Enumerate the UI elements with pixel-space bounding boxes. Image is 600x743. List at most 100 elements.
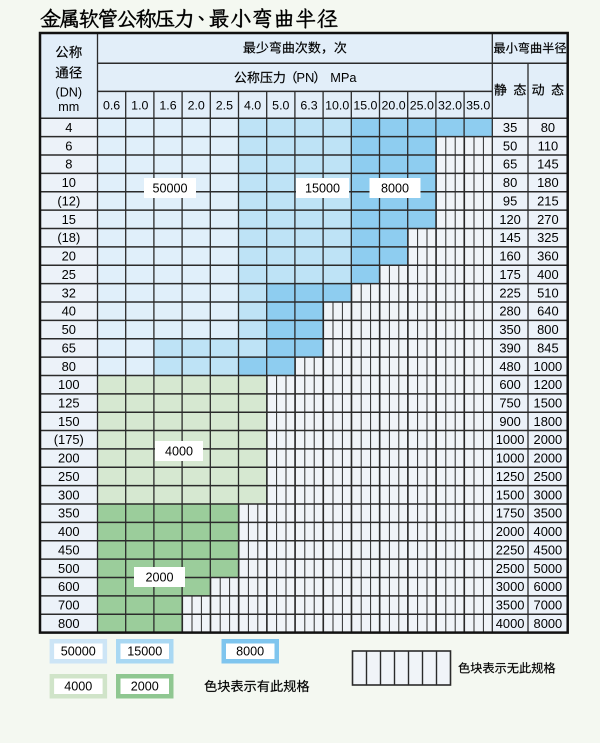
svg-text:7000: 7000 — [534, 598, 563, 613]
svg-text:35.0: 35.0 — [466, 99, 490, 113]
svg-text:175: 175 — [499, 267, 521, 282]
svg-text:480: 480 — [499, 359, 521, 374]
svg-text:32: 32 — [62, 285, 76, 300]
svg-text:160: 160 — [499, 249, 521, 264]
svg-text:MPa: MPa — [330, 70, 357, 85]
svg-text:400: 400 — [537, 267, 559, 282]
svg-text:65: 65 — [62, 340, 76, 355]
svg-text:150: 150 — [58, 414, 80, 429]
svg-text:2000: 2000 — [534, 432, 563, 447]
svg-text:900: 900 — [499, 414, 521, 429]
svg-text:8000: 8000 — [236, 645, 264, 659]
svg-text:800: 800 — [537, 322, 559, 337]
svg-text:200: 200 — [58, 451, 80, 466]
svg-text:20.0: 20.0 — [382, 99, 406, 113]
svg-text:(12): (12) — [57, 194, 80, 209]
svg-text:2500: 2500 — [496, 561, 525, 576]
svg-text:1750: 1750 — [496, 506, 525, 521]
svg-text:15000: 15000 — [305, 181, 340, 195]
svg-text:10: 10 — [62, 175, 76, 190]
svg-text:PN: PN — [296, 70, 314, 85]
svg-text:2.0: 2.0 — [188, 99, 205, 113]
svg-text:800: 800 — [58, 616, 80, 631]
svg-text:100: 100 — [58, 377, 80, 392]
svg-text:40: 40 — [62, 304, 76, 319]
svg-text:80: 80 — [503, 175, 517, 190]
svg-text:3500: 3500 — [496, 598, 525, 613]
svg-text:4500: 4500 — [534, 542, 563, 557]
svg-text:120: 120 — [499, 212, 521, 227]
svg-text:6.3: 6.3 — [300, 99, 317, 113]
svg-text:1500: 1500 — [534, 396, 563, 411]
svg-text:145: 145 — [499, 230, 521, 245]
svg-text:50: 50 — [62, 322, 76, 337]
svg-text:4000: 4000 — [165, 444, 193, 458]
svg-text:15000: 15000 — [127, 645, 162, 659]
svg-text:15: 15 — [62, 212, 76, 227]
svg-text:700: 700 — [58, 598, 80, 613]
svg-text:15.0: 15.0 — [353, 99, 377, 113]
svg-text:5000: 5000 — [534, 561, 563, 576]
svg-text:80: 80 — [62, 359, 76, 374]
svg-text:225: 225 — [499, 285, 521, 300]
svg-text:32.0: 32.0 — [438, 99, 462, 113]
svg-text:mm: mm — [58, 100, 79, 114]
svg-text:510: 510 — [537, 285, 559, 300]
svg-text:270: 270 — [537, 212, 559, 227]
svg-text:300: 300 — [58, 487, 80, 502]
svg-text:2500: 2500 — [534, 469, 563, 484]
svg-text:3500: 3500 — [534, 506, 563, 521]
svg-text:80: 80 — [541, 120, 555, 135]
svg-text:3000: 3000 — [534, 487, 563, 502]
svg-text:350: 350 — [58, 506, 80, 521]
svg-text:450: 450 — [58, 542, 80, 557]
svg-text:4000: 4000 — [64, 680, 92, 694]
svg-text:1000: 1000 — [496, 451, 525, 466]
svg-text:1200: 1200 — [534, 377, 563, 392]
svg-text:400: 400 — [58, 524, 80, 539]
svg-text:125: 125 — [58, 396, 80, 411]
svg-text:8: 8 — [65, 157, 72, 172]
svg-text:6000: 6000 — [534, 579, 563, 594]
svg-text:350: 350 — [499, 322, 521, 337]
svg-text:25: 25 — [62, 267, 76, 282]
svg-text:50000: 50000 — [61, 645, 96, 659]
svg-text:640: 640 — [537, 304, 559, 319]
svg-text:180: 180 — [537, 175, 559, 190]
svg-text:6: 6 — [65, 138, 72, 153]
svg-text:10.0: 10.0 — [325, 99, 349, 113]
svg-text:600: 600 — [499, 377, 521, 392]
svg-text:2000: 2000 — [145, 570, 173, 584]
svg-text:3000: 3000 — [496, 579, 525, 594]
svg-text:215: 215 — [537, 194, 559, 209]
svg-text:4000: 4000 — [534, 524, 563, 539]
svg-text:2000: 2000 — [534, 451, 563, 466]
svg-text:(DN): (DN) — [56, 86, 83, 100]
svg-text:1.6: 1.6 — [159, 99, 176, 113]
svg-text:1500: 1500 — [496, 487, 525, 502]
svg-text:280: 280 — [499, 304, 521, 319]
svg-text:25.0: 25.0 — [410, 99, 434, 113]
svg-text:500: 500 — [58, 561, 80, 576]
svg-text:600: 600 — [58, 579, 80, 594]
svg-text:95: 95 — [503, 194, 517, 209]
svg-text:390: 390 — [499, 340, 521, 355]
svg-text:325: 325 — [537, 230, 559, 245]
svg-text:1.0: 1.0 — [131, 99, 148, 113]
svg-text:50: 50 — [503, 138, 517, 153]
svg-text:1800: 1800 — [534, 414, 563, 429]
svg-text:(175): (175) — [54, 432, 84, 447]
svg-text:4000: 4000 — [496, 616, 525, 631]
svg-text:250: 250 — [58, 469, 80, 484]
svg-text:4: 4 — [65, 120, 72, 135]
svg-text:1000: 1000 — [496, 432, 525, 447]
svg-text:35: 35 — [503, 120, 517, 135]
svg-text:20: 20 — [62, 249, 76, 264]
svg-text:8000: 8000 — [381, 181, 409, 195]
svg-text:2000: 2000 — [496, 524, 525, 539]
svg-text:845: 845 — [537, 340, 559, 355]
svg-text:1000: 1000 — [534, 359, 563, 374]
svg-text:4.0: 4.0 — [244, 99, 261, 113]
svg-text:5.0: 5.0 — [272, 99, 289, 113]
svg-text:145: 145 — [537, 157, 559, 172]
